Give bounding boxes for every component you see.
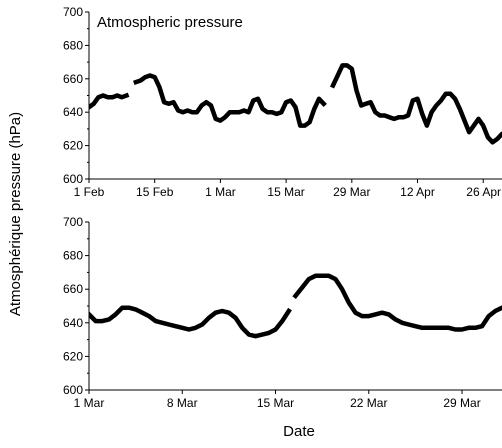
x-tick-label-1: 15 Mar (257, 396, 294, 410)
x-tick-label-1: 8 Mar (167, 396, 198, 410)
y-tick-label-0: 660 (63, 72, 83, 86)
x-tick-label-0: 15 Mar (267, 185, 304, 199)
x-tick-label-0: 1 Feb (74, 185, 105, 199)
y-tick-label-1: 620 (63, 349, 83, 363)
y-tick-label-1: 680 (63, 249, 83, 263)
y-tick-label-0: 600 (63, 172, 83, 186)
series-line-0-0-1 (136, 76, 324, 126)
x-tick-label-1: 22 Mar (350, 396, 387, 410)
series-line-1-0-1 (296, 276, 502, 330)
y-axis-title: Atmosphérique pressure (hPa) (7, 112, 24, 316)
y-tick-label-0: 640 (63, 105, 83, 119)
y-tick-label-0: 700 (63, 5, 83, 19)
y-tick-label-1: 660 (63, 282, 83, 296)
x-tick-label-0: 15 Feb (136, 185, 174, 199)
x-tick-label-0: 1 Mar (205, 185, 236, 199)
y-tick-label-0: 620 (63, 139, 83, 153)
x-tick-label-0: 29 Mar (333, 185, 370, 199)
series-line-0-0-0 (89, 96, 127, 108)
x-axis-title: Date (283, 423, 315, 440)
series-line-0-0-2 (333, 65, 502, 143)
y-tick-label-1: 700 (63, 215, 83, 229)
series-line-1-0-0 (89, 308, 289, 337)
x-tick-label-0: 26 Apr (466, 185, 501, 199)
x-tick-label-1: 29 Mar (443, 396, 480, 410)
x-tick-label-0: 12 Apr (400, 185, 435, 199)
y-tick-label-1: 600 (63, 383, 83, 397)
y-tick-label-1: 640 (63, 316, 83, 330)
y-tick-label-0: 680 (63, 38, 83, 52)
panel-title-0: Atmospheric pressure (97, 14, 243, 31)
x-tick-label-1: 1 Mar (74, 396, 105, 410)
